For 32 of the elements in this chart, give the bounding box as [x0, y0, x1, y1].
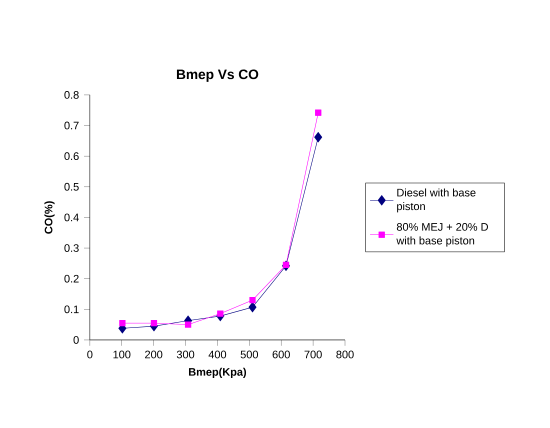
y-tick-label: 0.8	[64, 91, 79, 99]
y-tick-label: 0.1	[64, 306, 79, 314]
y-tick-label: 0.2	[64, 274, 79, 283]
chart-title: Bmep Vs CO	[176, 70, 258, 82]
x-tick-label: 400	[208, 350, 226, 358]
legend-label: Diesel with base piston	[397, 188, 476, 212]
point	[119, 320, 126, 326]
y-axis-title: CO(%)	[44, 201, 55, 234]
x-tick-label: 200	[145, 350, 162, 358]
point	[249, 297, 256, 304]
y-tick-label: 0.6	[64, 152, 79, 160]
point	[314, 132, 322, 142]
x-tick-label: 700	[304, 350, 322, 358]
point	[282, 262, 290, 268]
y-tick-label: 0.7	[64, 122, 79, 130]
point	[248, 302, 256, 312]
x-axis-title: Bmep(Kpa)	[188, 368, 246, 378]
x-tick-label: 300	[176, 350, 194, 358]
y-tick-label: 0	[74, 336, 79, 344]
point	[217, 310, 224, 317]
point	[315, 110, 322, 116]
y-tick-label: 0.4	[64, 214, 79, 222]
x-tick-label: 600	[272, 350, 290, 358]
point	[150, 320, 158, 326]
y-tick-label: 0.3	[64, 244, 79, 252]
x-tick-label: 100	[113, 350, 130, 358]
y-tick-label: 0.5	[64, 182, 79, 191]
x-tick-label: 500	[240, 350, 258, 358]
legend-label: 80% MEJ + 20% D with base piston	[396, 223, 488, 247]
x-tick-label: 0	[87, 350, 92, 358]
x-tick-label: 800	[336, 350, 354, 358]
point	[184, 322, 192, 328]
